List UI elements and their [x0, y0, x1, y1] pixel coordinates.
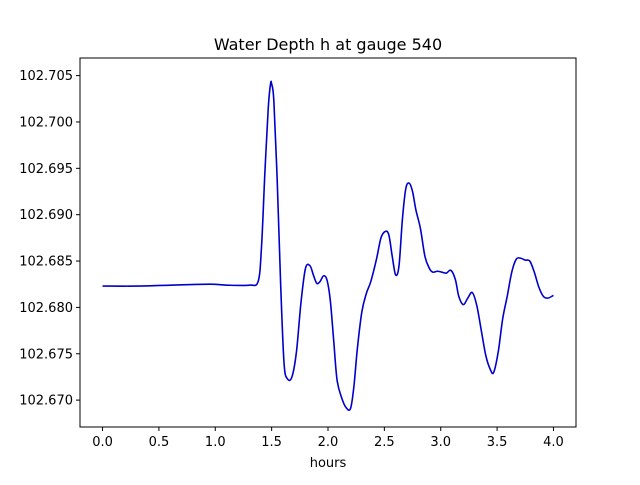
- x-axis-label: hours: [310, 456, 347, 471]
- x-tick-label: 4.0: [543, 435, 564, 450]
- series-layer: [102, 80, 554, 411]
- series-line-water-depth: [102, 80, 554, 411]
- y-tick-label: 102.685: [19, 255, 73, 270]
- y-tick-label: 102.695: [19, 162, 73, 177]
- y-tick-label: 102.690: [19, 208, 73, 223]
- x-tick-label: 0.5: [149, 435, 170, 450]
- x-tick-label: 1.5: [261, 435, 282, 450]
- x-tick-label: 2.5: [374, 435, 395, 450]
- x-tick-label: 0.0: [92, 435, 113, 450]
- plot-frame: [79, 57, 577, 428]
- y-tick-label: 102.675: [19, 347, 73, 362]
- chart-title: Water Depth h at gauge 540: [214, 35, 442, 54]
- x-tick-label: 1.0: [205, 435, 226, 450]
- x-tick-label: 3.5: [487, 435, 508, 450]
- x-tick-label: 3.0: [430, 435, 451, 450]
- axes: 0.0 0.5 1.0 1.5 2.0 2.5 3.0 3.5 4.0 102.670 102.67…: [19, 57, 577, 450]
- y-tick-label: 102.705: [19, 69, 73, 84]
- y-tick-label: 102.700: [19, 115, 73, 130]
- x-tick-label: 2.0: [318, 435, 339, 450]
- y-tick-label: 102.670: [19, 394, 73, 409]
- y-tick-label: 102.680: [19, 301, 73, 316]
